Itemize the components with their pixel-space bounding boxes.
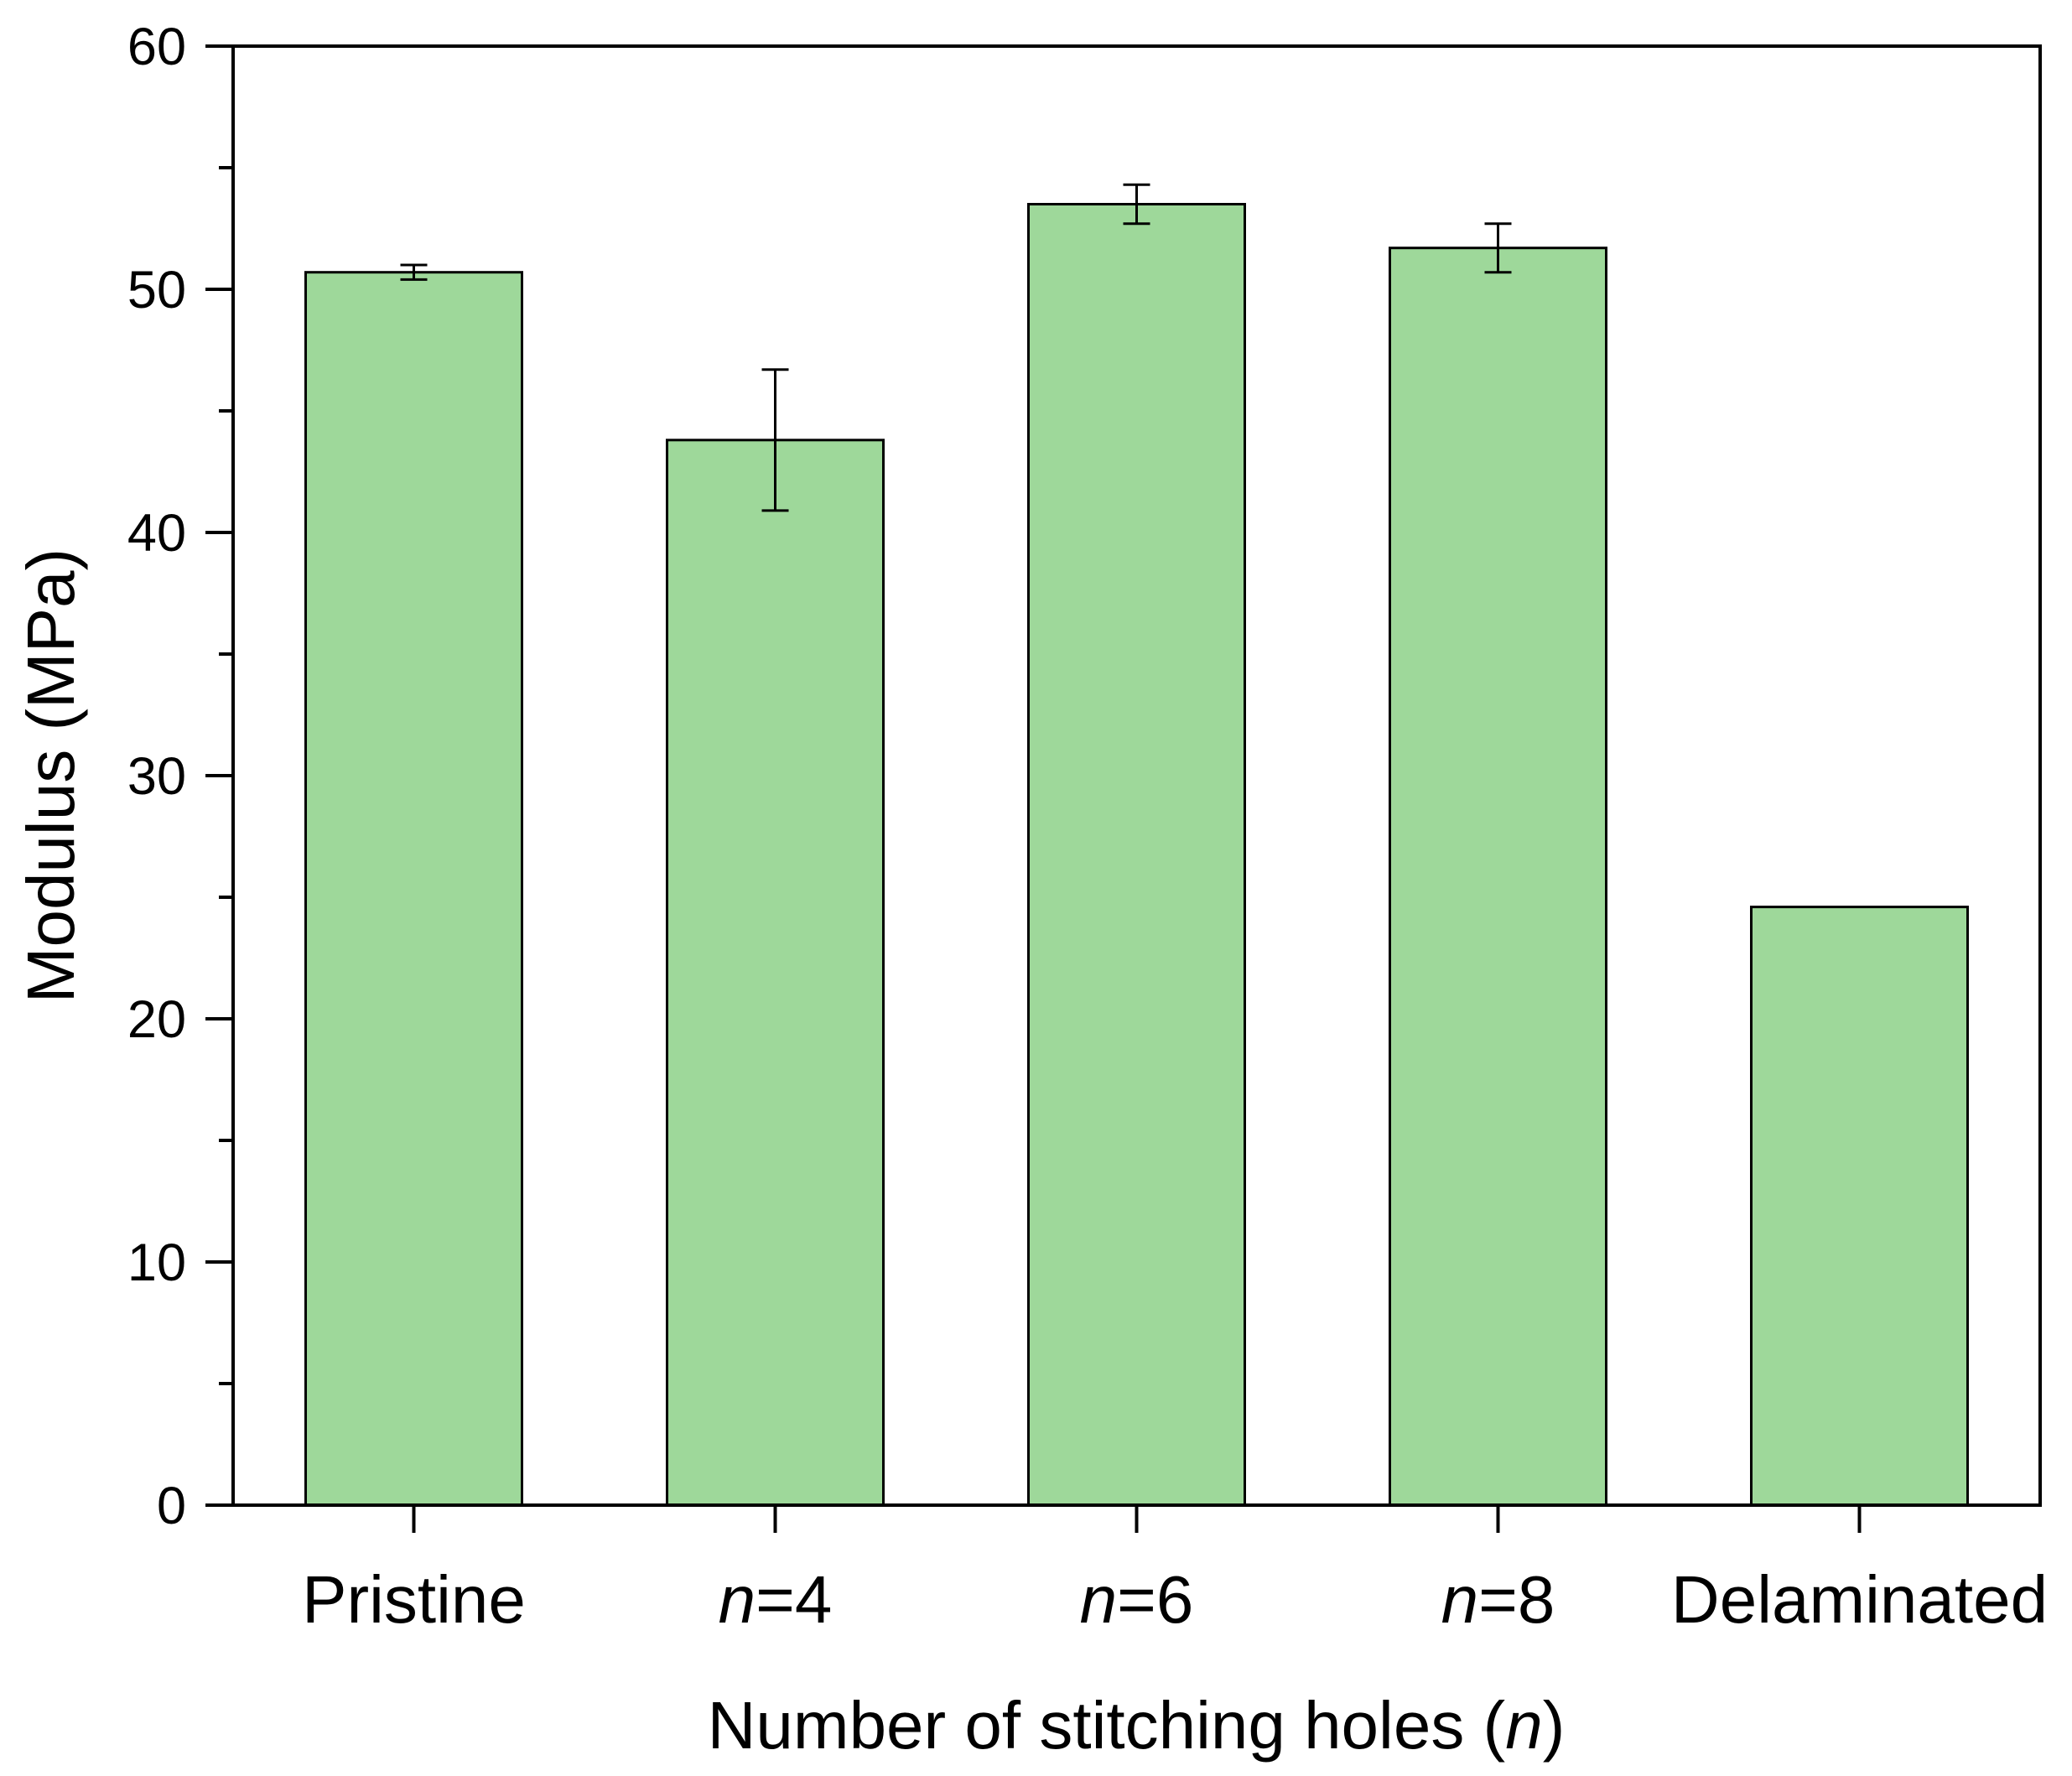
error-bar bbox=[1123, 183, 1150, 226]
y-tick-label: 10 bbox=[127, 1233, 186, 1292]
error-bar bbox=[1484, 222, 1512, 274]
x-tick-label-italic: n bbox=[1080, 1562, 1118, 1637]
bar bbox=[304, 271, 523, 1507]
y-tick-label: 40 bbox=[127, 504, 186, 563]
x-tick-label-text: =6 bbox=[1117, 1562, 1193, 1637]
error-bar bbox=[400, 263, 428, 281]
x-tick-label: n=8 bbox=[1441, 1562, 1555, 1637]
y-tick-label: 60 bbox=[127, 18, 186, 76]
y-axis: 0 10 20 30 40 50 60 bbox=[127, 18, 233, 1535]
x-tick-label-text: =8 bbox=[1478, 1562, 1555, 1637]
bars bbox=[304, 183, 1969, 1507]
y-tick-label: 0 bbox=[157, 1477, 186, 1535]
y-axis-label: Modulus (MPa) bbox=[13, 548, 88, 1003]
bar bbox=[1389, 247, 1607, 1507]
x-tick-label-italic: n bbox=[1441, 1562, 1479, 1637]
x-tick-label: n=4 bbox=[719, 1562, 833, 1637]
x-tick-label-text: =4 bbox=[756, 1562, 832, 1637]
x-tick-label: Pristine bbox=[302, 1562, 526, 1637]
x-axis-label: Number of stitching holes (n) bbox=[708, 1688, 1566, 1763]
x-tick-label-text: Pristine bbox=[302, 1562, 526, 1637]
bar bbox=[666, 439, 885, 1507]
y-tick-label: 30 bbox=[127, 747, 186, 806]
x-tick-label-text: Delaminated bbox=[1671, 1562, 2048, 1637]
bar bbox=[1027, 203, 1246, 1507]
y-tick-label: 20 bbox=[127, 990, 186, 1049]
error-bar bbox=[761, 368, 789, 512]
y-tick-label: 50 bbox=[127, 261, 186, 319]
x-tick-label: Delaminated bbox=[1671, 1562, 2048, 1637]
bar bbox=[1750, 906, 1969, 1507]
x-axis: Pristine n=4 n=6 n=8 Delaminated bbox=[302, 1505, 2048, 1637]
x-tick-label: n=6 bbox=[1080, 1562, 1194, 1637]
x-tick-label-italic: n bbox=[719, 1562, 756, 1637]
